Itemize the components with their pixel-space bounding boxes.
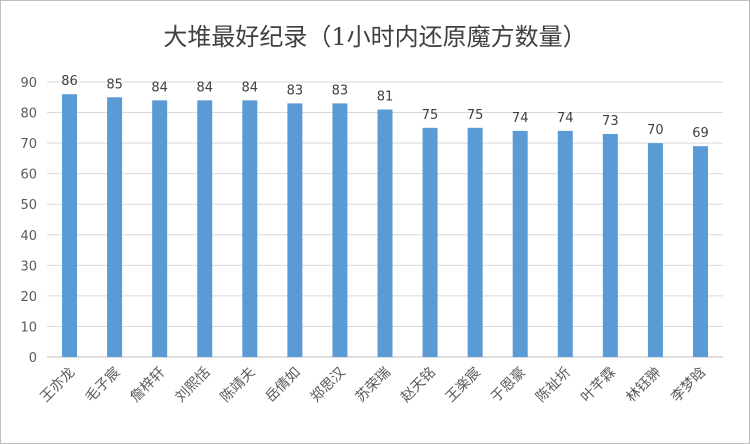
bar <box>422 127 438 357</box>
y-tick-label: 50 <box>20 198 37 213</box>
data-label: 74 <box>557 111 574 126</box>
bar <box>602 133 618 357</box>
data-label: 83 <box>287 83 304 98</box>
bar <box>512 130 528 357</box>
bar <box>557 130 573 357</box>
x-category-label: 李梦晗 <box>668 364 710 406</box>
bar <box>377 109 393 357</box>
data-label: 75 <box>422 108 439 123</box>
y-tick-label: 20 <box>20 290 37 305</box>
chart-title: 大堆最好纪录（1小时内还原魔方数量） <box>163 23 586 51</box>
y-tick-label: 30 <box>20 259 37 274</box>
y-tick-label: 40 <box>20 229 37 244</box>
data-label: 81 <box>377 90 394 105</box>
x-category-label: 赵天铭 <box>398 365 439 406</box>
data-label: 85 <box>106 77 123 92</box>
data-label: 75 <box>467 108 484 123</box>
bar <box>242 100 258 357</box>
y-tick-label: 0 <box>29 351 37 366</box>
y-tick-label: 60 <box>20 168 37 183</box>
bar <box>332 103 348 357</box>
x-category-label: 郑思汉 <box>308 365 349 406</box>
data-label: 83 <box>332 83 349 98</box>
bar <box>467 127 483 357</box>
x-category-label: 林钰翀 <box>623 365 664 406</box>
y-tick-label: 10 <box>20 320 37 335</box>
data-label: 84 <box>151 80 168 95</box>
data-label: 74 <box>512 111 529 126</box>
data-label: 84 <box>196 80 213 95</box>
data-label: 86 <box>61 74 78 89</box>
bar <box>107 97 123 358</box>
bar <box>692 146 708 357</box>
data-label: 70 <box>647 123 664 138</box>
x-category-label: 陈靖夫 <box>217 364 259 406</box>
data-label: 69 <box>692 126 709 141</box>
x-category-label: 苏荣瑞 <box>353 365 394 406</box>
data-label: 73 <box>602 114 619 129</box>
bar <box>197 100 213 357</box>
x-category-label: 詹梓轩 <box>127 365 168 406</box>
bar <box>152 100 168 357</box>
x-category-label: 叶芊霖 <box>578 365 619 406</box>
x-category-label: 于恩豪 <box>488 365 529 406</box>
x-category-label: 陈祉圻 <box>532 364 574 406</box>
x-category-label: 王楽宸 <box>442 364 484 406</box>
x-category-label: 岳倩如 <box>263 365 304 406</box>
bar <box>287 103 303 357</box>
x-category-label: 毛子宸 <box>82 364 124 406</box>
bar <box>62 94 78 357</box>
y-tick-label: 80 <box>20 107 37 122</box>
y-tick-label: 90 <box>20 76 37 91</box>
x-category-label: 王亦龙 <box>37 365 78 406</box>
bar <box>647 143 663 357</box>
x-category-label: 刘熙恬 <box>173 365 214 406</box>
y-tick-label: 70 <box>20 137 37 152</box>
data-label: 84 <box>242 80 259 95</box>
